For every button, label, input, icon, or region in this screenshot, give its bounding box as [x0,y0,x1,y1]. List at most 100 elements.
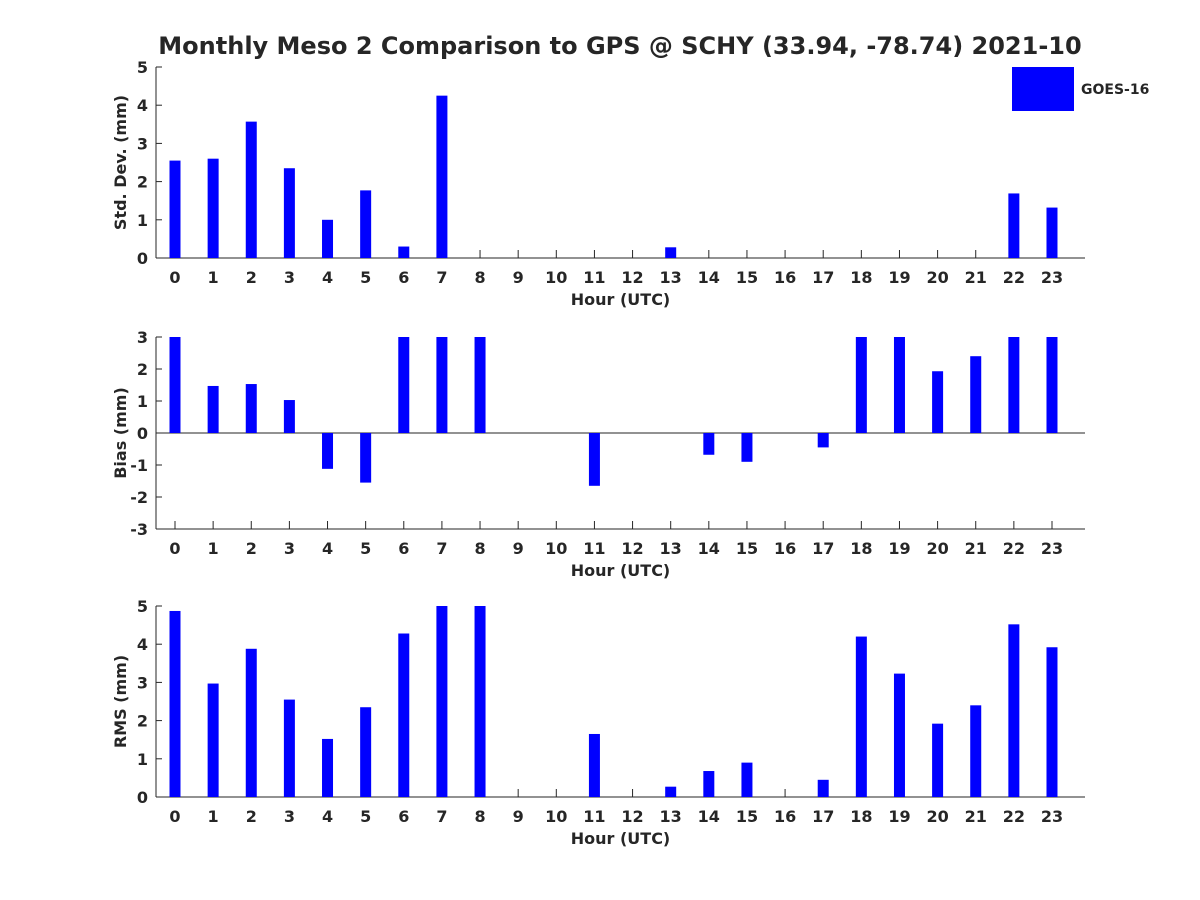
bar-hour-1 [207,683,219,797]
x-tick-label: 8 [474,539,485,558]
bar-hour-20 [932,371,944,433]
bar-hour-5 [360,707,372,797]
x-tick-label: 10 [545,807,567,826]
x-tick-label: 7 [436,268,447,287]
x-tick-label: 15 [736,539,758,558]
bar-hour-4 [322,433,334,469]
x-tick-label: 22 [1003,807,1025,826]
x-tick-label: 19 [888,268,910,287]
y-tick-label: 3 [137,673,148,692]
x-tick-label: 17 [812,268,834,287]
y-tick-label: 4 [137,96,148,115]
bar-hour-19 [893,337,905,433]
y-tick-label: -3 [130,520,148,539]
bar-hour-8 [474,337,486,433]
bar-hour-13 [665,786,677,797]
x-tick-label: 19 [888,539,910,558]
x-tick-label: 9 [513,268,524,287]
y-tick-label: 0 [137,424,148,443]
x-tick-label: 10 [545,268,567,287]
bar-hour-0 [169,610,181,797]
y-tick-label: 4 [137,635,148,654]
bar-hour-17 [817,433,829,448]
bar-hour-14 [703,433,715,455]
bar-hour-23 [1046,207,1058,258]
x-axis-label: Hour (UTC) [571,290,671,309]
bar-hour-15 [741,762,753,797]
y-tick-label: -2 [130,488,148,507]
y-tick-label: 1 [137,392,148,411]
bar-hour-20 [932,723,944,797]
bar-hour-7 [436,606,448,797]
x-tick-label: 16 [774,539,796,558]
y-tick-label: 3 [137,134,148,153]
x-tick-label: 0 [169,539,180,558]
bar-hour-23 [1046,647,1058,797]
x-tick-label: 1 [208,539,219,558]
x-tick-label: 3 [284,268,295,287]
x-tick-label: 16 [774,807,796,826]
x-tick-label: 7 [436,807,447,826]
x-tick-label: 5 [360,807,371,826]
x-tick-label: 6 [398,268,409,287]
y-tick-label: 2 [137,173,148,192]
y-axis-label: Bias (mm) [111,387,130,479]
y-tick-label: 0 [137,249,148,268]
x-tick-label: 12 [621,268,643,287]
x-tick-label: 18 [850,807,872,826]
bar-hour-7 [436,337,448,433]
x-tick-label: 3 [284,539,295,558]
x-tick-label: 20 [926,539,948,558]
x-axis-label: Hour (UTC) [571,561,671,580]
bar-hour-22 [1008,624,1020,797]
x-tick-label: 23 [1041,539,1063,558]
x-tick-label: 21 [965,539,987,558]
x-tick-label: 13 [660,268,682,287]
bar-hour-21 [970,356,982,433]
y-tick-label: 1 [137,211,148,230]
x-tick-label: 7 [436,539,447,558]
y-tick-label: -1 [130,456,148,475]
bar-hour-2 [245,648,257,797]
bar-hour-7 [436,95,448,259]
bar-hour-3 [283,168,295,258]
x-tick-label: 11 [583,268,605,287]
x-tick-label: 9 [513,539,524,558]
x-tick-label: 6 [398,539,409,558]
y-axis-label: Std. Dev. (mm) [111,95,130,230]
bar-hour-22 [1008,337,1020,433]
bar-hour-11 [588,433,600,486]
bar-hour-6 [398,337,410,433]
bar-hour-4 [322,219,334,258]
bar-hour-18 [855,636,867,797]
x-tick-label: 3 [284,807,295,826]
bar-hour-17 [817,779,829,797]
x-tick-label: 22 [1003,539,1025,558]
x-tick-label: 12 [621,539,643,558]
x-tick-label: 11 [583,539,605,558]
x-tick-label: 4 [322,268,333,287]
bar-hour-1 [207,158,219,258]
bar-hour-5 [360,190,372,258]
chart-title: Monthly Meso 2 Comparison to GPS @ SCHY … [158,32,1081,60]
y-tick-label: 5 [137,597,148,616]
y-tick-label: 5 [137,58,148,77]
x-tick-label: 21 [965,807,987,826]
x-tick-label: 20 [926,807,948,826]
x-tick-label: 14 [698,807,720,826]
x-tick-label: 23 [1041,268,1063,287]
x-tick-label: 2 [246,539,257,558]
y-tick-label: 1 [137,750,148,769]
bar-hour-15 [741,433,753,462]
bar-hour-4 [322,738,334,797]
legend: GOES-16 [1012,67,1149,111]
bar-hour-6 [398,633,410,797]
x-tick-label: 11 [583,807,605,826]
x-tick-label: 21 [965,268,987,287]
x-tick-label: 1 [208,268,219,287]
bar-hour-5 [360,433,372,483]
